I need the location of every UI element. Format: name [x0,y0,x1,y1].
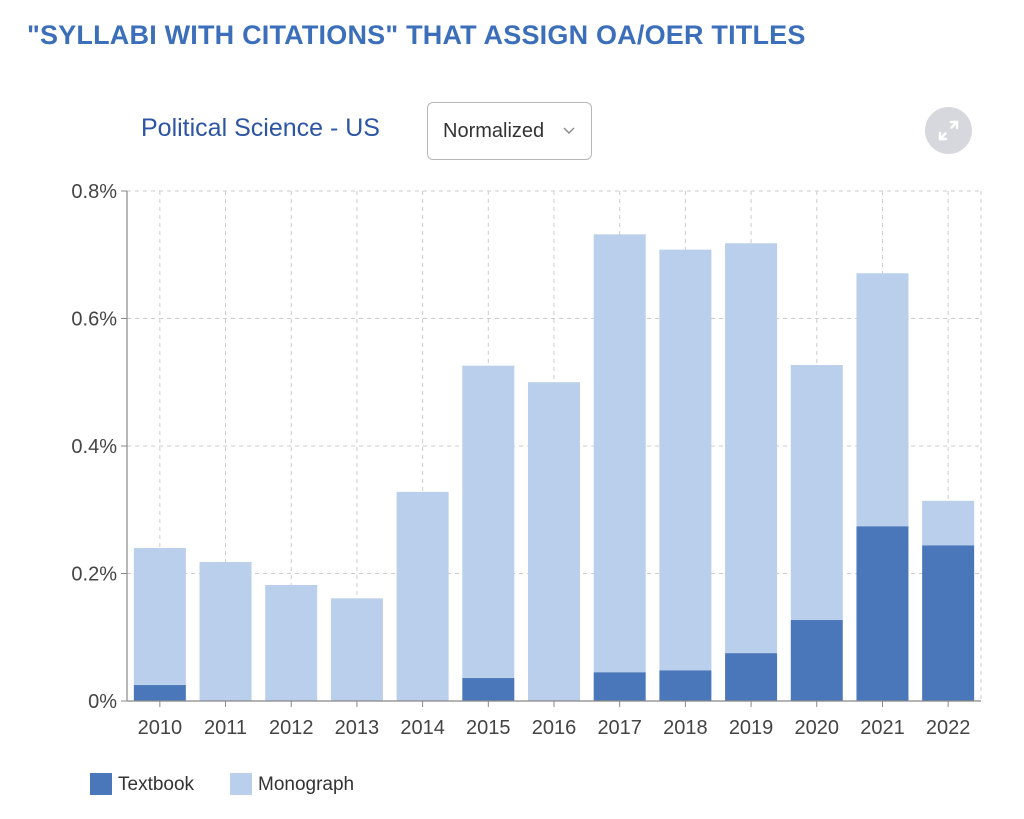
page-title: "SYLLABI WITH CITATIONS" THAT ASSIGN OA/… [27,20,806,50]
x-tick-label: 2013 [335,717,380,739]
subject-label: Political Science - US [141,114,380,142]
legend-swatch-monograph [230,773,252,795]
x-tick-label: 2016 [532,717,577,739]
expand-icon [938,120,959,141]
x-tick-label: 2021 [860,717,905,739]
y-tick-label: 0.8% [71,181,117,203]
chart-bars [133,234,975,701]
bar-monograph-2019 [725,243,778,654]
x-tick-label: 2012 [269,717,314,739]
x-tick-label: 2018 [663,717,708,739]
y-tick-label: 0.6% [71,309,117,331]
x-tick-label: 2019 [729,717,774,739]
bar-textbook-2021 [856,526,909,701]
bar-monograph-2011 [199,562,252,701]
y-tick-label: 0% [88,691,117,713]
mode-dropdown-value: Normalized [443,120,545,142]
expand-button[interactable] [925,107,972,154]
bar-textbook-2017 [593,672,646,701]
x-tick-label: 2020 [795,717,840,739]
bar-monograph-2018 [659,249,712,671]
bar-textbook-2022 [922,545,975,701]
bar-textbook-2019 [725,653,778,701]
bar-monograph-2010 [133,548,186,686]
chevron-down-icon [563,127,575,134]
bar-textbook-2010 [133,685,186,701]
y-tick-label: 0.2% [71,564,117,586]
x-tick-label: 2010 [138,717,183,739]
mode-dropdown[interactable]: Normalized [427,102,592,160]
bar-monograph-2013 [330,598,383,701]
legend-label-textbook: Textbook [118,774,195,795]
bar-monograph-2015 [462,365,515,679]
bar-monograph-2014 [396,491,449,701]
bar-chart: 0% 0.2% 0.4% 0.6% 0.8% 2010 2011 2012 2013 2014 20… [71,181,982,739]
bar-textbook-2020 [790,620,843,701]
x-tick-label: 2015 [466,717,511,739]
x-tick-label: 2017 [597,717,642,739]
x-tick-label: 2014 [400,717,445,739]
x-tick-label: 2011 [204,717,247,739]
chart-axes: 0% 0.2% 0.4% 0.6% 0.8% 2010 2011 2012 2013 2014 20… [71,181,981,739]
bar-textbook-2018 [659,670,712,701]
bar-monograph-2022 [922,500,975,546]
y-tick-label: 0.4% [71,436,117,458]
bar-monograph-2020 [790,365,843,621]
bar-monograph-2012 [265,584,318,701]
bar-monograph-2021 [856,273,909,527]
x-tick-label: 2022 [926,717,971,739]
bar-monograph-2017 [593,234,646,673]
bar-monograph-2016 [528,382,580,701]
legend-label-monograph: Monograph [258,774,355,795]
legend-swatch-textbook [90,773,112,795]
bar-textbook-2015 [462,678,515,701]
